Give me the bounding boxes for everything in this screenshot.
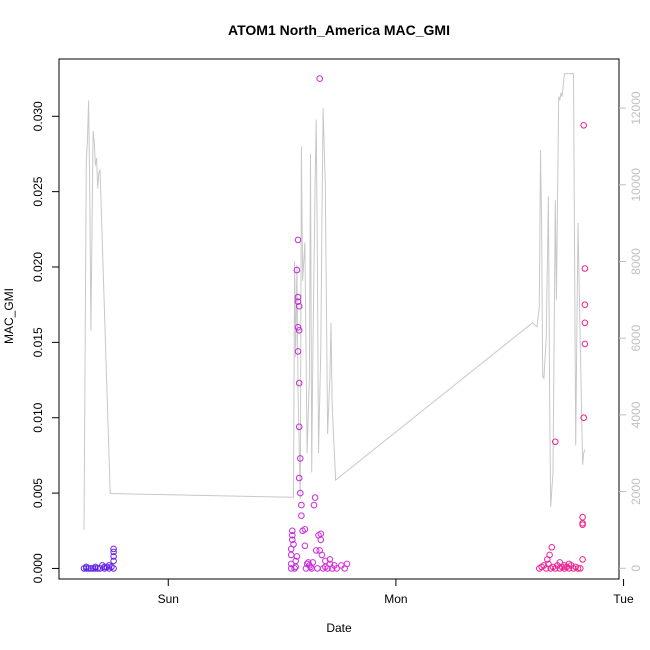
data-point (292, 557, 300, 565)
data-point (577, 565, 584, 572)
data-point (561, 562, 568, 569)
data-point (290, 541, 297, 548)
data-point (318, 551, 326, 559)
data-point (548, 544, 556, 551)
data-point (110, 548, 117, 556)
y2-tick-label: 8000 (629, 248, 643, 275)
data-point (287, 565, 295, 572)
data-point (289, 532, 296, 539)
x-tick-label: Sun (158, 592, 179, 606)
data-point (581, 340, 589, 348)
y-tick-label: 0.030 (31, 101, 45, 131)
data-point (87, 565, 95, 572)
y-tick-label: 0.015 (31, 327, 45, 357)
x-tick-label: Tue (613, 592, 634, 606)
plot-frame (58, 58, 620, 580)
y-axis-label: MAC_GMI (2, 288, 16, 344)
x-tick-label: Mon (384, 592, 407, 606)
y2-tick-label: 6000 (629, 325, 643, 352)
chart-title: ATOM1 North_America MAC_GMI (228, 22, 450, 38)
y2-tick-label: 12000 (629, 91, 643, 125)
data-point (294, 348, 302, 355)
data-point (301, 542, 309, 550)
data-point (101, 563, 108, 571)
data-point (312, 547, 320, 554)
data-point (333, 565, 341, 572)
data-point (317, 536, 325, 544)
data-point (294, 293, 302, 301)
data-point (287, 551, 295, 559)
data-point (85, 565, 92, 572)
data-point (295, 474, 303, 482)
y-tick-label: 0.000 (31, 553, 45, 583)
data-point (110, 553, 117, 560)
data-point (301, 526, 309, 533)
data-point (310, 501, 318, 509)
data-point (295, 327, 303, 334)
data-point (110, 545, 117, 553)
data-point (291, 565, 298, 572)
data-point (343, 560, 351, 568)
data-point (289, 527, 296, 535)
data-point (293, 266, 301, 274)
y2-tick-label: 2000 (629, 478, 643, 505)
data-point (295, 302, 303, 310)
x-axis: Sun Mon Tue (158, 579, 634, 606)
data-point (552, 438, 559, 446)
data-point (309, 559, 317, 566)
data-point (581, 265, 589, 272)
x-axis-label: Date (326, 621, 352, 635)
data-point (556, 559, 564, 566)
data-point (297, 455, 304, 462)
data-point (579, 513, 586, 521)
y-tick-label: 0.020 (31, 252, 45, 282)
data-point (92, 565, 99, 572)
data-point (574, 565, 582, 572)
points-layer (80, 75, 589, 572)
data-point (294, 236, 302, 244)
data-point (298, 512, 305, 520)
data-point (580, 414, 588, 422)
y2-tick-label: 10000 (629, 168, 643, 202)
data-point (314, 565, 321, 572)
data-point (83, 565, 90, 572)
data-point (295, 379, 303, 387)
data-point (580, 122, 588, 129)
data-point (105, 562, 113, 569)
data-point (293, 553, 301, 560)
y-tick-label: 0.025 (31, 176, 45, 206)
data-point (326, 556, 334, 563)
data-point (338, 562, 345, 569)
data-point (110, 565, 117, 572)
data-point (294, 298, 302, 306)
y-axis: 0.000 0.005 0.010 0.015 0.020 0.025 0.030 (31, 101, 59, 583)
data-point (294, 324, 302, 331)
series-line (83, 73, 586, 530)
data-point (298, 501, 305, 509)
data-point (317, 530, 325, 538)
y2-tick-label: 0 (629, 565, 643, 572)
y-tick-label: 0.005 (31, 478, 45, 508)
data-point (311, 494, 319, 501)
data-point (581, 319, 589, 327)
y-tick-label: 0.010 (31, 402, 45, 432)
data-point (579, 521, 586, 529)
data-point (295, 423, 303, 431)
y2-axis: 0 2000 4000 6000 8000 10000 12000 (619, 91, 643, 572)
data-point (579, 556, 586, 563)
series-line-layer (83, 73, 586, 530)
data-point (297, 489, 304, 497)
data-point (289, 536, 296, 544)
data-point (94, 565, 101, 572)
y2-tick-label: 4000 (629, 401, 643, 428)
data-point (565, 560, 573, 568)
data-point (546, 551, 553, 559)
data-point (322, 557, 329, 565)
data-point (287, 560, 295, 568)
data-point (581, 301, 589, 309)
data-point (316, 75, 324, 82)
data-point (110, 557, 117, 565)
